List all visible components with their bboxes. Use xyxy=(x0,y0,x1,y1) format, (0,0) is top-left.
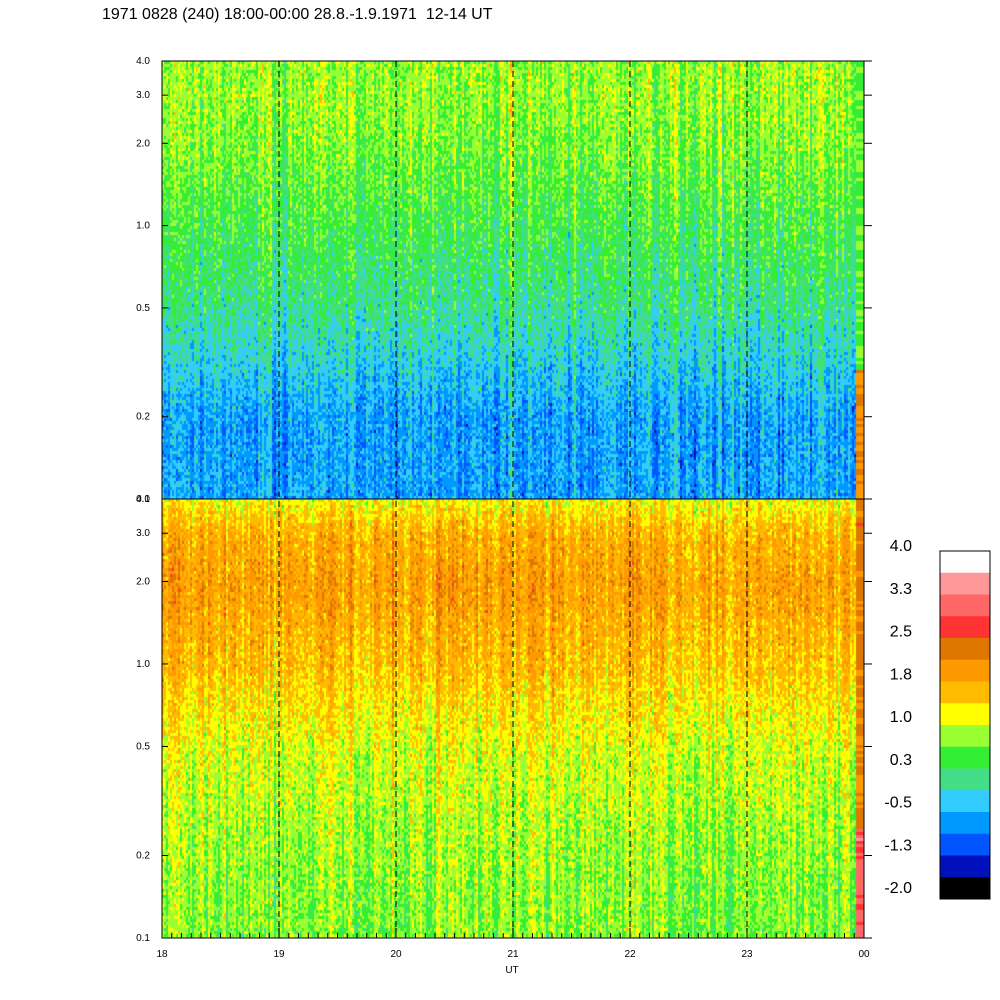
x-tick-label: 18 xyxy=(156,949,168,960)
colorbar-frame xyxy=(939,550,991,900)
x-tick-label: 22 xyxy=(624,949,636,960)
x-tick-label: 19 xyxy=(273,949,285,960)
colorbar-tick-label: 2.5 xyxy=(890,624,912,641)
x-tick-label: 00 xyxy=(858,949,870,960)
colorbar-tick-label: 0.3 xyxy=(890,752,912,769)
axes-group: 0.10.20.51.02.03.04.00.10.20.51.02.03.04… xyxy=(136,56,872,960)
colorbar-swatch xyxy=(940,746,990,769)
colorbar-tick-label: 4.0 xyxy=(890,538,912,555)
x-tick-label: 20 xyxy=(390,949,402,960)
y-tick-label: 4.0 xyxy=(136,56,150,67)
colorbar-swatch xyxy=(940,616,990,639)
colorbar-swatch xyxy=(940,790,990,813)
x-tick-label: 21 xyxy=(507,949,519,960)
colorbar-swatch xyxy=(940,812,990,835)
y-tick-label: 1.0 xyxy=(136,659,150,670)
colorbar-swatch xyxy=(940,551,990,574)
y-tick-label: 0.5 xyxy=(136,741,150,752)
colorbar-swatch xyxy=(940,703,990,726)
colorbar-swatch xyxy=(940,659,990,682)
colorbar-swatch xyxy=(940,725,990,748)
x-axis-label: UT xyxy=(505,965,518,976)
colorbar-tick-label: 3.3 xyxy=(890,581,912,598)
y-tick-label: 0.1 xyxy=(136,494,150,505)
colorbar-tick-label: 1.8 xyxy=(890,666,912,683)
hour-markers xyxy=(278,61,748,938)
y-tick-label: 4.0 xyxy=(136,494,150,505)
x-tick-label: 23 xyxy=(741,949,753,960)
y-tick-label: 0.2 xyxy=(136,412,150,423)
colorbar-swatch xyxy=(940,833,990,856)
colorbar-swatch xyxy=(940,638,990,661)
y-tick-label: 3.0 xyxy=(136,528,150,539)
y-tick-label: 3.0 xyxy=(136,90,150,101)
colorbar-swatch xyxy=(940,572,990,595)
colorbar-tick-label: 1.0 xyxy=(890,709,912,726)
colorbar-tick-label: -1.3 xyxy=(884,837,912,854)
colorbar-swatch xyxy=(940,855,990,878)
y-tick-label: 0.1 xyxy=(136,933,150,944)
colorbar-swatch xyxy=(940,877,990,900)
colorbar-tick-label: -0.5 xyxy=(884,795,912,812)
colorbar-tick-label: -2.0 xyxy=(884,880,912,897)
chart-title: 1971 0828 (240) 18:00-00:00 28.8.-1.9.19… xyxy=(102,6,493,23)
y-tick-label: 0.2 xyxy=(136,851,150,862)
colorbar-swatch xyxy=(940,594,990,617)
colorbar: 4.0 3.3 2.5 1.8 1.0 0.3 -0.5 -1.3 -2.0 xyxy=(884,538,991,900)
y-tick-label: 1.0 xyxy=(136,221,150,232)
colorbar-swatch xyxy=(940,681,990,704)
y-tick-label: 0.5 xyxy=(136,303,150,314)
y-tick-label: 2.0 xyxy=(136,138,150,149)
y-tick-label: 2.0 xyxy=(136,576,150,587)
colorbar-swatch xyxy=(940,768,990,791)
